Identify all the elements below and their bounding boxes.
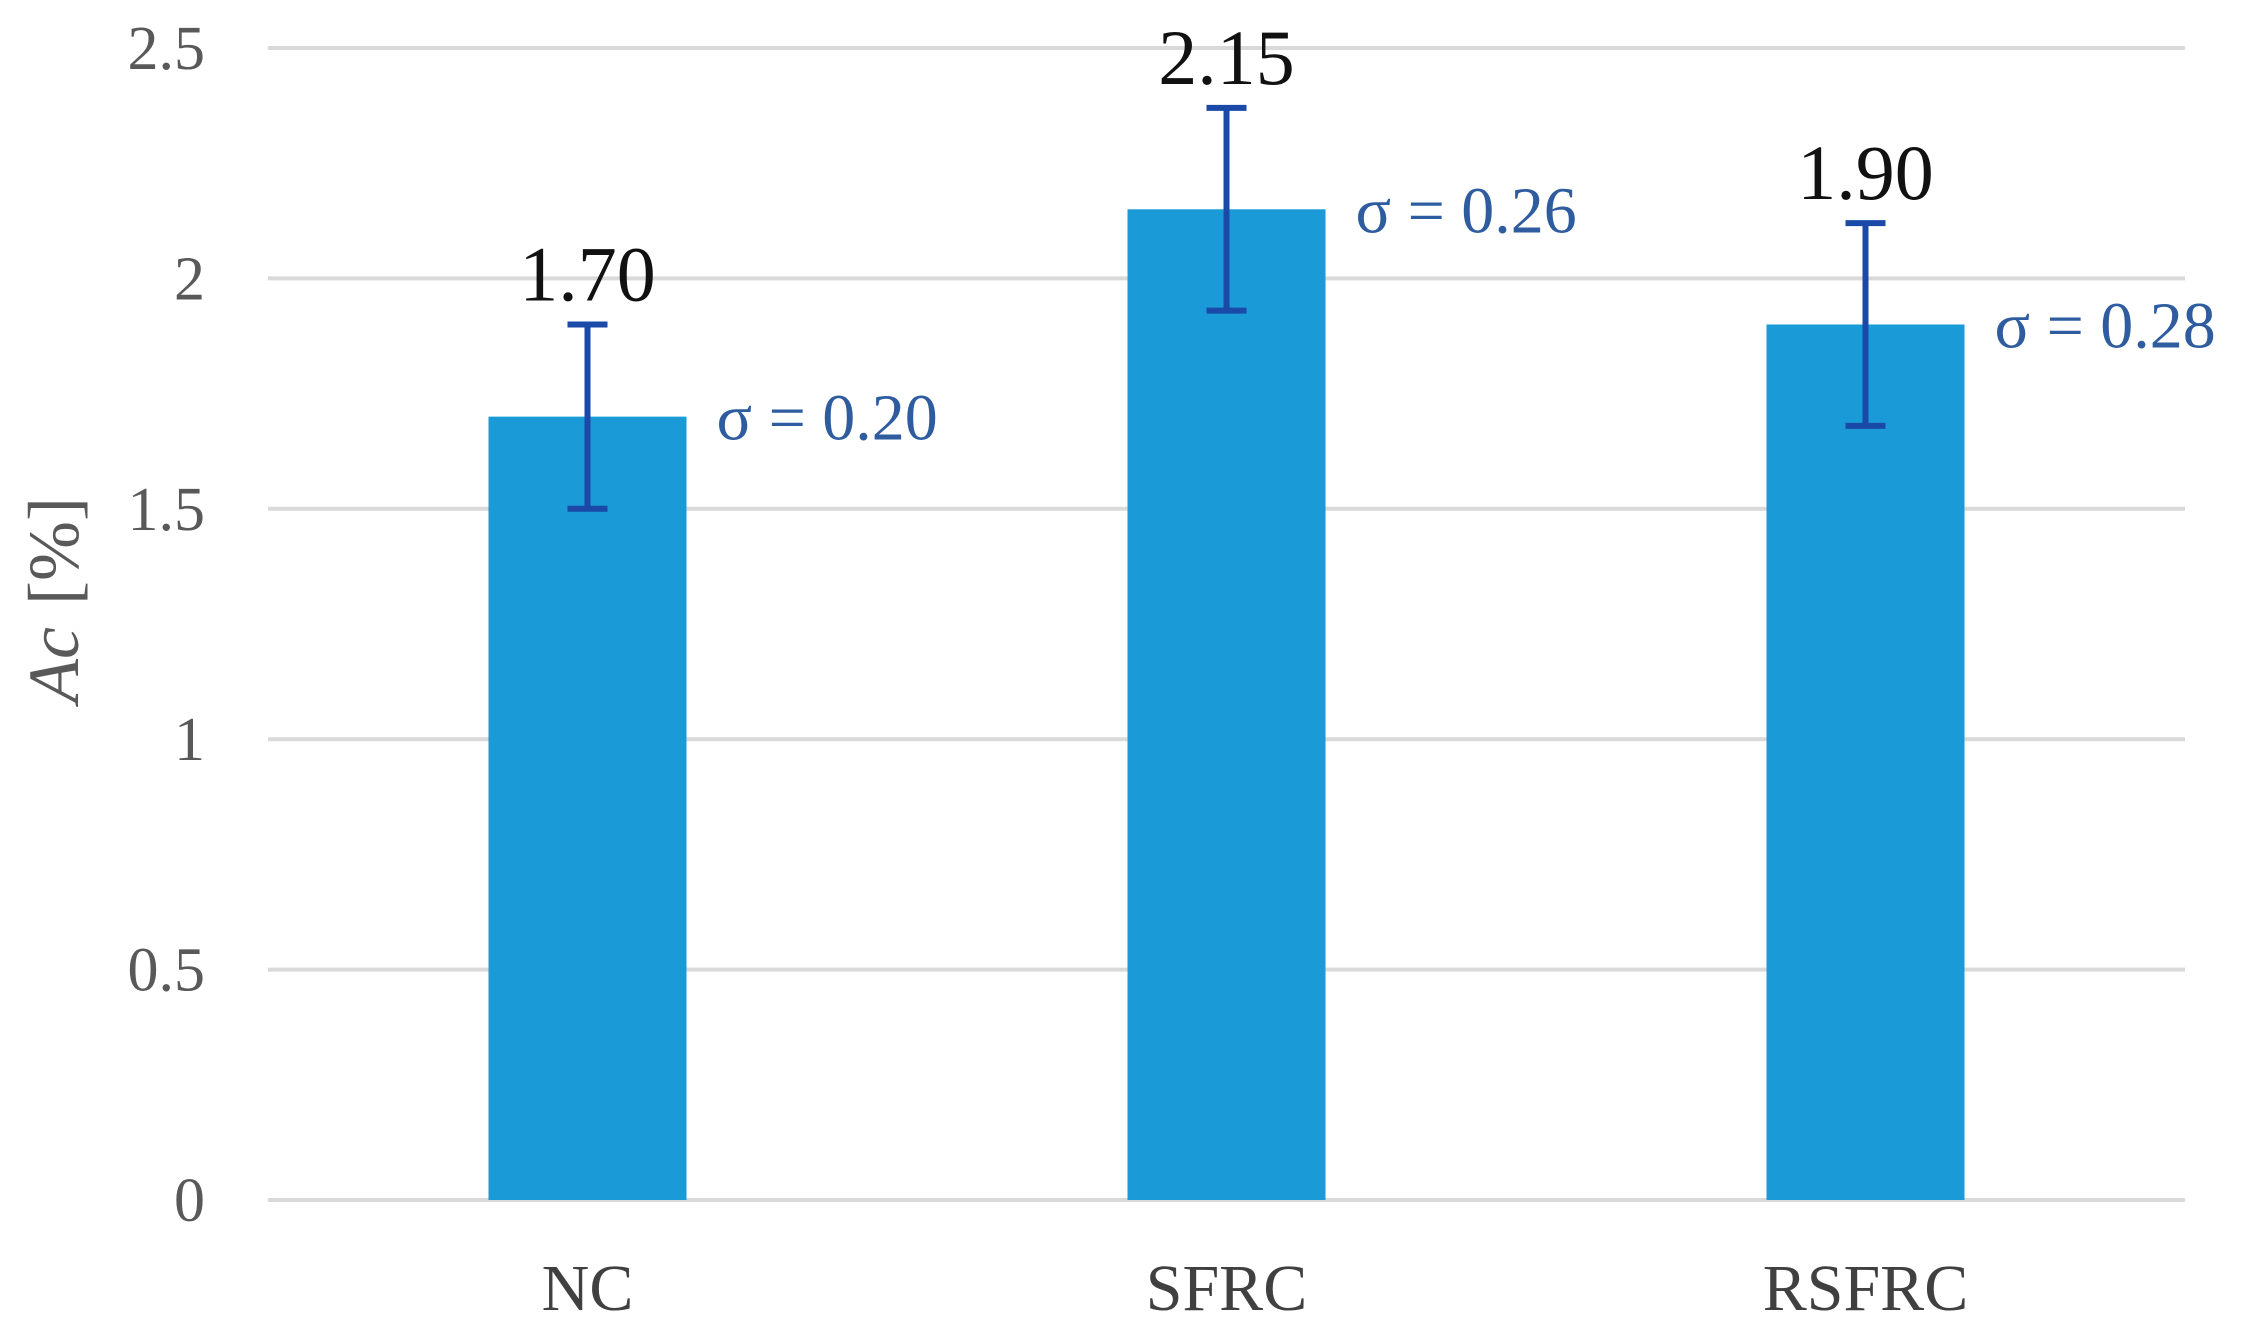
y-tick-label: 2 — [174, 245, 205, 313]
x-tick-label: NC — [542, 1252, 634, 1325]
x-tick-labels: NC SFRC RSFRC — [542, 1252, 1969, 1325]
y-tick-labels: 0 0.5 1 1.5 2 2.5 — [128, 15, 206, 1235]
y-tick-label: 1.5 — [128, 476, 206, 544]
y-axis-label-unit: [%] — [14, 497, 94, 605]
value-label: 1.90 — [1797, 129, 1934, 216]
bar — [488, 416, 687, 1200]
value-label: 1.70 — [519, 230, 656, 317]
x-tick-label: RSFRC — [1763, 1252, 1968, 1325]
error-bar — [1206, 104, 1247, 314]
bar — [1766, 324, 1965, 1201]
sigma-label: σ = 0.26 — [1356, 174, 1577, 247]
y-tick-label: 1 — [174, 706, 205, 774]
y-axis-label: Ac [%] — [14, 497, 94, 707]
x-tick-label: SFRC — [1146, 1252, 1307, 1325]
y-tick-label: 2.5 — [128, 15, 206, 83]
sigma-label: σ = 0.20 — [717, 382, 938, 455]
error-bar — [567, 321, 608, 512]
bar — [1127, 209, 1326, 1200]
error-bar — [1845, 220, 1886, 429]
bars — [488, 209, 1965, 1201]
sigma-label: σ = 0.28 — [1995, 289, 2216, 362]
error-bars — [567, 104, 1886, 512]
y-tick-label: 0.5 — [128, 937, 206, 1005]
value-label: 2.15 — [1158, 14, 1295, 101]
y-axis-label-symbol: Ac — [14, 627, 94, 707]
data-labels: 1.70 σ = 0.20 2.15 σ = 0.26 1.90 σ = 0.28 — [519, 14, 2216, 455]
y-tick-label: 0 — [174, 1167, 205, 1235]
